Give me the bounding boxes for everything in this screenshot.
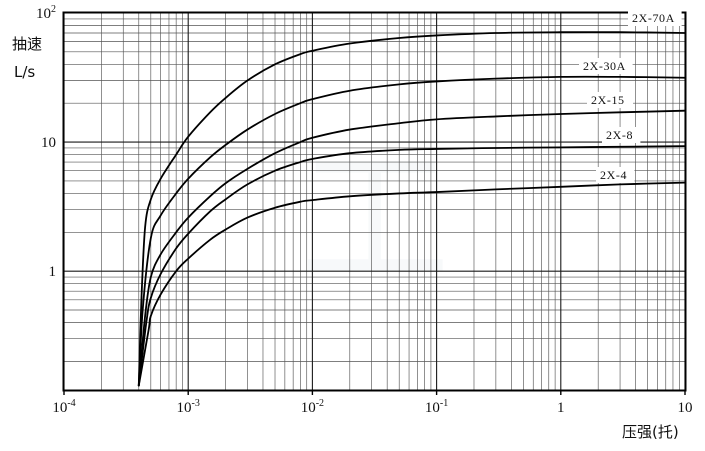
- y-axis-title-line1: 抽速: [12, 35, 42, 53]
- y-axis-title-line2: L/s: [14, 63, 35, 81]
- curve-label-2X-8: 2X-8: [606, 128, 633, 142]
- curve-label-backdrop: [602, 127, 641, 143]
- y-tick-label: 10: [41, 135, 56, 151]
- curve-label-backdrop: [587, 92, 633, 108]
- curve-label-backdrop: [596, 167, 635, 183]
- curve-label-2X-30A: 2X-30A: [583, 59, 626, 73]
- curve-2X-70A: [137, 31, 686, 387]
- curve-2X-15: [137, 109, 686, 387]
- curve-labels: 2X-70A 2X-30A 2X-15 2X-8 2X-4: [579, 10, 682, 183]
- curve-group: [137, 31, 686, 387]
- curve-label-2X-70A: 2X-70A: [632, 11, 675, 25]
- y-tick-label: 1: [49, 264, 57, 280]
- x-tick-label: 10: [678, 400, 693, 416]
- svg-text:工: 工: [300, 132, 450, 306]
- x-axis-title: 压强(托): [622, 423, 679, 441]
- curve-2X-4: [137, 181, 686, 387]
- x-axis-ticks: 10-4 10-3 10-2 10-1 1 10: [52, 390, 693, 416]
- curve-2X-30A: [137, 75, 686, 387]
- watermark: 工: [300, 132, 450, 306]
- plot-frame: [62, 11, 687, 392]
- curve-2X-8: [137, 145, 686, 387]
- curve-label-2X-15: 2X-15: [591, 93, 625, 107]
- curve-label-backdrop: [628, 10, 682, 26]
- x-tick-label: 1: [557, 400, 565, 416]
- curve-label-2X-4: 2X-4: [600, 168, 627, 182]
- minor-gridlines: [64, 13, 685, 390]
- curve-label-backdrop: [579, 58, 633, 74]
